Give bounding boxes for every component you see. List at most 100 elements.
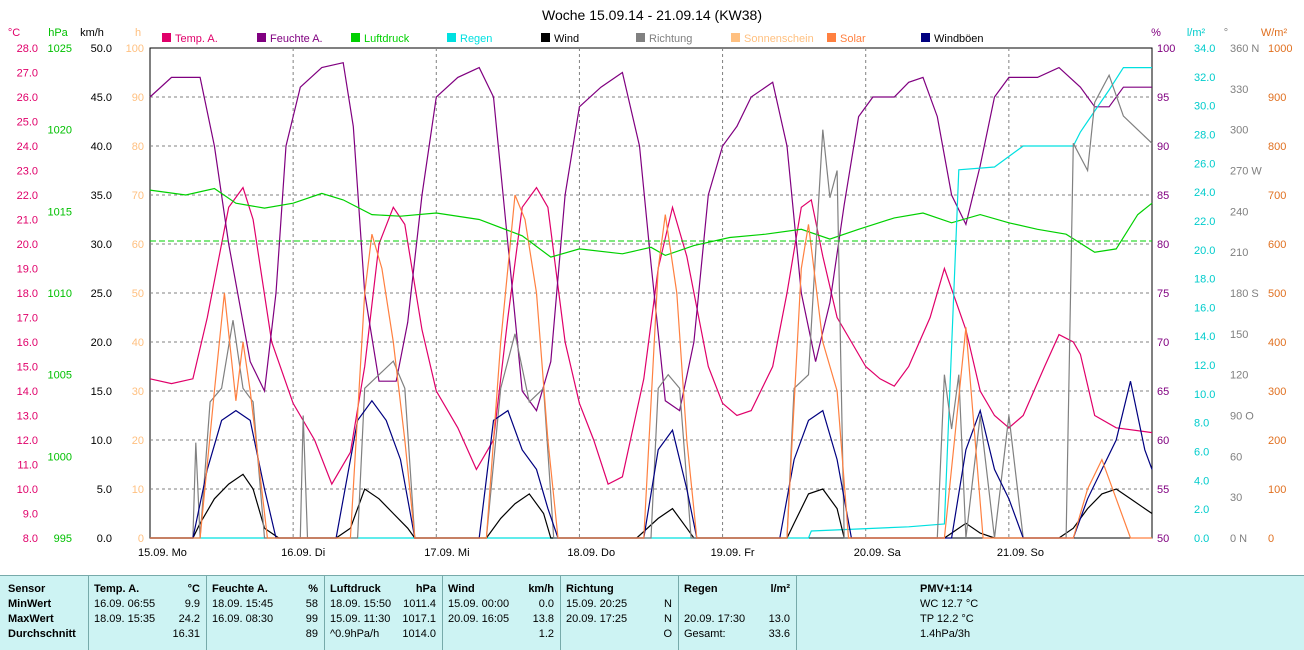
temp-tick-label: 9.0: [23, 509, 38, 521]
chart-title: Woche 15.09.14 - 21.09.14 (KW38): [542, 7, 762, 23]
day-label: 15.09. Mo: [138, 547, 187, 559]
temp-tick-label: 23.0: [17, 166, 38, 178]
humidity-tick-label: 95: [1157, 92, 1169, 104]
humidity-tick-label: 80: [1157, 239, 1169, 251]
temp-tick-label: 13.0: [17, 411, 38, 423]
humidity-tick-label: 50: [1157, 533, 1169, 545]
stats-row-label: MaxWert: [8, 613, 54, 625]
stats-hum-avg: 89: [305, 628, 318, 640]
axis-unit-label: °: [1224, 27, 1228, 39]
solar-tick-label: 600: [1268, 239, 1286, 251]
solar-tick-label: 800: [1268, 141, 1286, 153]
wind-tick-label: 25.0: [91, 288, 112, 300]
legend-label: Richtung: [649, 33, 692, 45]
temp-tick-label: 16.0: [17, 337, 38, 349]
stats-hum-max: 99: [305, 613, 318, 625]
humidity-tick-label: 85: [1157, 190, 1169, 202]
stats-row-label: MinWert: [8, 598, 52, 610]
weather-chart: Woche 15.09.14 - 21.09.14 (KW38) Temp. A…: [8, 7, 1293, 559]
stats-rain-header: Regen: [684, 583, 718, 595]
sunshine-tick-label: 60: [132, 239, 144, 251]
rain-tick-label: 14.0: [1194, 331, 1215, 343]
stats-row-label: Durchschnitt: [8, 628, 76, 640]
legend-label: Temp. A.: [175, 33, 218, 45]
rain-tick-label: 26.0: [1194, 158, 1215, 170]
series-line-richtung: [150, 73, 1153, 539]
series-line-luftdruck: [149, 187, 1153, 258]
temp-tick-label: 10.0: [17, 484, 38, 496]
stats-humidity-column: Feuchte A.% 18.09. 15:45 58 16.09. 08:30 9…: [212, 582, 318, 642]
stats-rain-max: 13.0: [768, 613, 790, 625]
legend-label: Sonnenschein: [744, 33, 814, 45]
legend-swatch: [257, 33, 266, 42]
stats-wind-column: Wind km/h 15.09. 00:00 0.0 20.09. 16:05 13.…: [448, 582, 554, 642]
direction-tick-label: 150: [1230, 329, 1248, 341]
temp-tick-label: 27.0: [17, 68, 38, 80]
temp-tick-label: 14.0: [17, 386, 38, 398]
solar-tick-label: 900: [1268, 92, 1286, 104]
solar-tick-label: 100: [1268, 484, 1286, 496]
temp-tick-label: 21.0: [17, 215, 38, 227]
rain-tick-label: 2.0: [1194, 504, 1209, 516]
stats-temp-min: 9.9: [184, 598, 200, 610]
stats-wind-header: Wind: [448, 583, 475, 595]
stats-dir-min: N: [664, 598, 672, 610]
solar-tick-label: 700: [1268, 190, 1286, 202]
sunshine-tick-label: 20: [132, 435, 144, 447]
day-label: 21.09. So: [997, 547, 1044, 559]
sunshine-tick-label: 10: [132, 484, 144, 496]
stats-direction-column: Richtung 15.09. 20:25 N 20.09. 17:25 N O: [566, 582, 672, 642]
legend-swatch: [447, 33, 456, 42]
wind-tick-label: 20.0: [91, 337, 112, 349]
stats-pressure-column: Luftdruck hPa 18.09. 15:50 1011.4 15.09. 1…: [330, 582, 436, 642]
stats-hum-unit: %: [308, 583, 318, 595]
legend-label: Windböen: [934, 33, 984, 45]
legend-swatch: [351, 33, 360, 42]
stats-hum-min-time: 18.09. 15:45: [212, 598, 274, 610]
rain-tick-label: 10.0: [1194, 389, 1215, 401]
solar-tick-label: 200: [1268, 435, 1286, 447]
direction-tick-label: 60: [1230, 451, 1242, 463]
sunshine-tick-label: 70: [132, 190, 144, 202]
rain-tick-label: 0.0: [1194, 533, 1209, 545]
stats-pmv-wc: WC 12.7 °C: [920, 598, 979, 610]
rain-tick-label: 20.0: [1194, 245, 1215, 257]
pressure-tick-label: 1005: [48, 370, 72, 382]
sunshine-tick-label: 30: [132, 386, 144, 398]
rain-tick-label: 18.0: [1194, 274, 1215, 286]
stats-wind-max-time: 20.09. 16:05: [448, 613, 510, 625]
stats-dir-header: Richtung: [566, 583, 614, 595]
legend-label: Wind: [554, 33, 579, 45]
wind-tick-label: 10.0: [91, 435, 112, 447]
axis-unit-label: %: [1151, 27, 1161, 39]
stats-temp-avg: 16.31: [172, 628, 200, 640]
stats-temp-min-time: 16.09. 06:55: [94, 598, 156, 610]
rain-tick-label: 8.0: [1194, 418, 1209, 430]
legend-swatch: [636, 33, 645, 42]
stats-temp-max: 24.2: [178, 613, 200, 625]
direction-tick-label: 30: [1230, 492, 1242, 504]
stats-rain-max-time: 20.09. 17:30: [684, 613, 746, 625]
temp-tick-label: 11.0: [17, 460, 38, 472]
day-label: 20.09. Sa: [854, 547, 902, 559]
day-label: 16.09. Di: [281, 547, 325, 559]
stats-sensor-header: Sensor: [8, 583, 46, 595]
stats-dir-min-time: 15.09. 20:25: [566, 598, 628, 610]
legend-swatch: [827, 33, 836, 42]
stats-press-min-time: 18.09. 15:50: [330, 598, 392, 610]
rain-tick-label: 4.0: [1194, 475, 1209, 487]
pressure-tick-label: 995: [54, 533, 72, 545]
temp-tick-label: 18.0: [17, 288, 38, 300]
stats-rain-total: 33.6: [768, 628, 790, 640]
legend: Temp. A. Feuchte A. Luftdruck Regen Wind Rich…: [162, 33, 984, 45]
rain-tick-label: 6.0: [1194, 447, 1209, 459]
temp-tick-label: 8.0: [23, 533, 38, 545]
solar-tick-label: 500: [1268, 288, 1286, 300]
stats-pmv-tp: TP 12.2 °C: [920, 613, 974, 625]
stats-rain-column: Regen l/m² 20.09. 17:30 13.0 Gesamt: 33.6: [684, 582, 790, 642]
stats-press-max-time: 15.09. 11:30: [330, 613, 391, 625]
stats-wind-avg: 1.2: [538, 628, 554, 640]
solar-tick-label: 0: [1268, 533, 1274, 545]
legend-label: Solar: [840, 33, 866, 45]
series-line-feuchte-a-: [149, 61, 1152, 412]
